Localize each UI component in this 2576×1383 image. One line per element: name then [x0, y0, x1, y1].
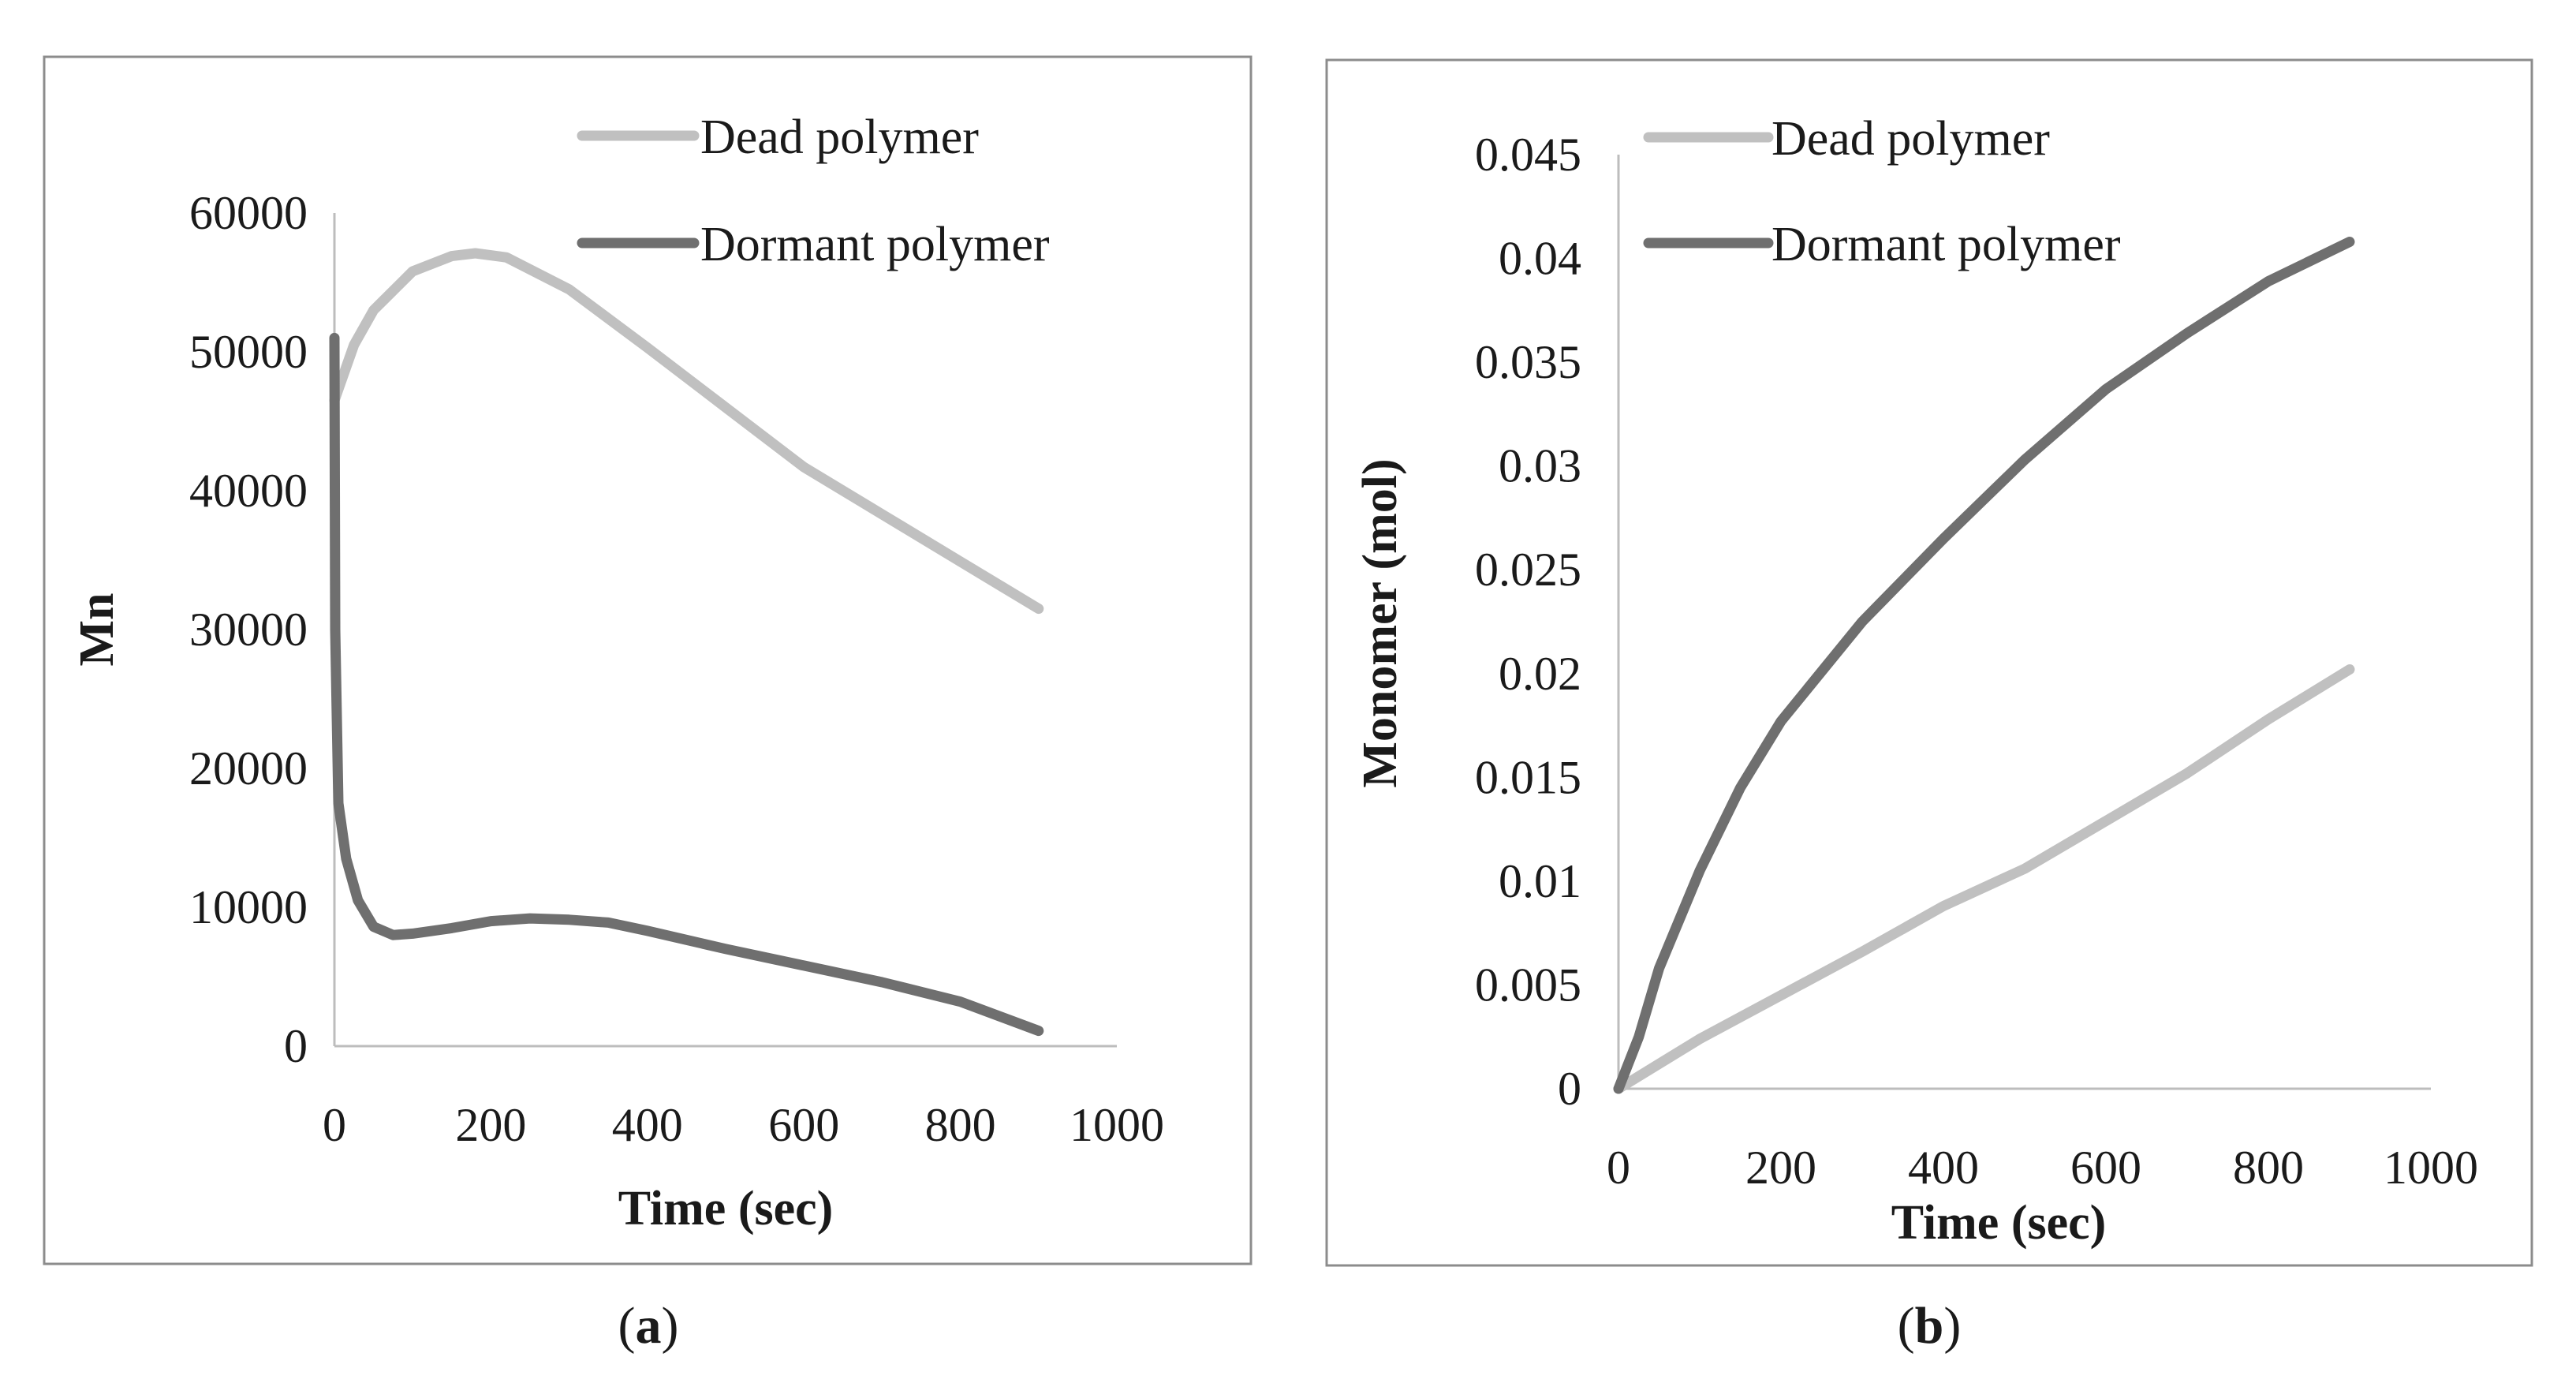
y-tick-label: 0: [1558, 1063, 1581, 1115]
chart-a: 0 10000 20000 30000 40000 50000 60000 0 200 400 60…: [43, 55, 1253, 1355]
x-tick-label: 400: [1908, 1142, 1979, 1194]
series-line-dormant-polymer: [329, 332, 1044, 1037]
y-tick-label: 0.045: [1475, 129, 1581, 181]
y-tick-label: 0.02: [1499, 648, 1581, 700]
y-axis-title: Monomer (mol): [1353, 458, 1407, 787]
y-tick-label: 60000: [189, 187, 308, 239]
panel-caption: (b): [1898, 1297, 1962, 1355]
y-tick-label: 50000: [189, 326, 308, 378]
y-tick-label: 20000: [189, 742, 308, 794]
y-tick-label: 0.005: [1475, 959, 1581, 1011]
panel-caption: (a): [618, 1297, 679, 1355]
legend-label: Dead polymer: [700, 110, 979, 164]
x-tick-label: 600: [2070, 1142, 2141, 1194]
x-tick-label: 200: [455, 1099, 526, 1151]
y-tick-label: 0: [284, 1020, 308, 1072]
y-tick-label: 30000: [189, 604, 308, 656]
x-axis-title: Time (sec): [618, 1182, 834, 1235]
x-tick-label: 600: [768, 1099, 839, 1151]
legend-label: Dead polymer: [1771, 112, 2050, 166]
legend-label: Dormant polymer: [1771, 218, 2121, 271]
panel-frame: [1325, 58, 2533, 1267]
series-line-dormant-polymer: [1613, 237, 2355, 1094]
y-tick-label: 0.01: [1499, 855, 1581, 907]
x-tick-label: 400: [612, 1099, 683, 1151]
y-tick-label: 0.015: [1475, 751, 1581, 803]
x-tick-label: 0: [1607, 1142, 1630, 1194]
x-axis-title: Time (sec): [1891, 1196, 2107, 1250]
y-tick-label: 0.025: [1475, 544, 1581, 596]
chart-b: 0 0.005 0.01 0.015 0.02 0.025 0.03 0.035 0.04 0.0…: [1325, 58, 2533, 1355]
x-tick-label: 0: [323, 1099, 346, 1151]
y-tick-label: 40000: [189, 465, 308, 517]
y-tick-label: 0.03: [1499, 440, 1581, 492]
x-tick-label: 1000: [2384, 1142, 2478, 1194]
y-tick-label: 10000: [189, 881, 308, 933]
series-line-dead-polymer: [329, 248, 1044, 615]
x-tick-label: 800: [925, 1099, 996, 1151]
x-tick-label: 1000: [1070, 1099, 1164, 1151]
x-tick-label: 800: [2233, 1142, 2304, 1194]
panel-frame: [43, 55, 1253, 1265]
series-line-dead-polymer: [1613, 664, 2355, 1094]
y-tick-label: 0.035: [1475, 336, 1581, 388]
x-tick-label: 200: [1745, 1142, 1816, 1194]
y-axis-title: Mn: [70, 593, 124, 667]
y-tick-label: 0.04: [1499, 233, 1581, 285]
legend-label: Dormant polymer: [700, 218, 1050, 271]
